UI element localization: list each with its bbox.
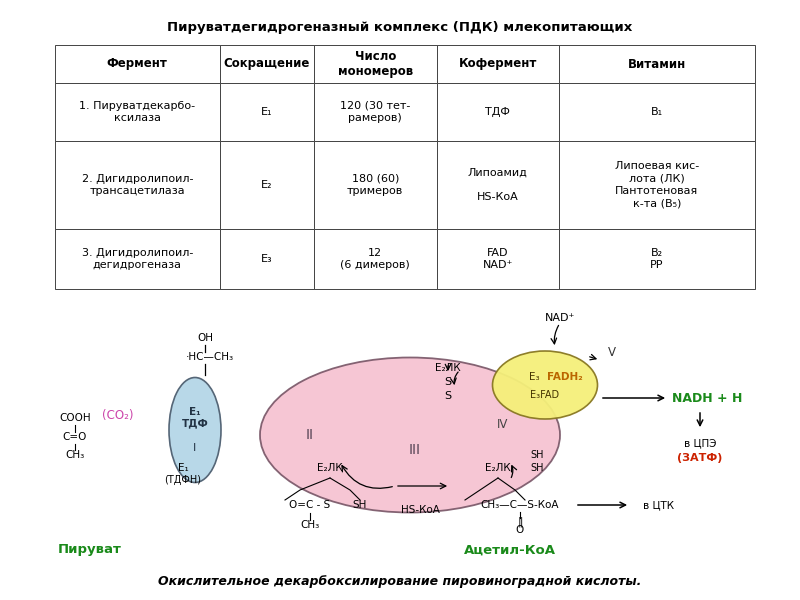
Text: CH₃: CH₃ — [66, 450, 85, 460]
Text: Пируват: Пируват — [58, 544, 122, 557]
Text: в ЦТК: в ЦТК — [643, 500, 674, 510]
Bar — [55, 83, 219, 141]
Text: O=C - S: O=C - S — [290, 500, 330, 510]
Text: I: I — [194, 443, 197, 453]
Text: S: S — [445, 391, 451, 401]
Text: V: V — [608, 346, 616, 358]
Text: Витамин: Витамин — [628, 58, 686, 70]
Text: O: O — [516, 525, 524, 535]
Text: E₃: E₃ — [261, 254, 273, 264]
Text: Ацетил-КоА: Ацетил-КоА — [464, 544, 556, 557]
Bar — [314, 141, 437, 229]
Text: SH: SH — [353, 500, 367, 510]
Text: OH: OH — [197, 333, 213, 343]
Text: NADH + H: NADH + H — [672, 391, 742, 404]
Text: C=O: C=O — [63, 432, 87, 442]
Bar — [559, 83, 755, 141]
Text: Сокращение: Сокращение — [223, 58, 310, 70]
Text: IV: IV — [498, 419, 509, 431]
Text: (ЗАТФ): (ЗАТФ) — [678, 453, 722, 463]
Bar — [559, 229, 755, 289]
Text: (CO₂): (CO₂) — [102, 409, 134, 421]
Bar — [559, 45, 755, 83]
Text: FADH₂: FADH₂ — [547, 372, 582, 382]
Text: E₂ЛК: E₂ЛК — [435, 363, 461, 373]
Bar — [219, 229, 314, 289]
Text: E₃: E₃ — [530, 372, 540, 382]
Text: FAD
NAD⁺: FAD NAD⁺ — [482, 248, 513, 270]
Ellipse shape — [493, 351, 598, 419]
Bar — [55, 141, 219, 229]
Text: S: S — [445, 377, 451, 387]
Bar — [219, 83, 314, 141]
Text: Кофермент: Кофермент — [458, 58, 537, 70]
Text: CH₃: CH₃ — [300, 520, 320, 530]
Text: E₁
ТДФ: E₁ ТДФ — [182, 407, 208, 429]
Text: HS-КоА: HS-КоА — [401, 505, 439, 515]
Text: ТДФ: ТДФ — [486, 107, 510, 117]
Bar — [437, 141, 559, 229]
Bar — [314, 229, 437, 289]
Text: Фермент: Фермент — [107, 58, 168, 70]
Text: B₁: B₁ — [651, 107, 663, 117]
Text: 1. Пируватдекарбо-
ксилаза: 1. Пируватдекарбо- ксилаза — [79, 101, 195, 123]
Text: Пируватдегидрогеназный комплекс (ПДК) млекопитающих: Пируватдегидрогеназный комплекс (ПДК) мл… — [167, 22, 633, 34]
Bar — [314, 83, 437, 141]
Text: III: III — [409, 443, 421, 457]
Text: 3. Дигидролипоил-
дегидрогеназа: 3. Дигидролипоил- дегидрогеназа — [82, 248, 193, 270]
Text: ‖: ‖ — [518, 517, 522, 527]
Text: E₁: E₁ — [178, 463, 188, 473]
Text: E₁: E₁ — [261, 107, 273, 117]
Text: II: II — [306, 428, 314, 442]
Text: Липоамид

HS-КоА: Липоамид HS-КоА — [468, 167, 528, 202]
Text: Липоевая кис-
лота (ЛК)
Пантотеновая
к-та (B₅): Липоевая кис- лота (ЛК) Пантотеновая к-т… — [615, 161, 699, 209]
Text: B₂
PP: B₂ PP — [650, 248, 664, 270]
Text: (ТДФН): (ТДФН) — [165, 475, 202, 485]
Bar — [437, 83, 559, 141]
Text: E₃FAD: E₃FAD — [530, 390, 559, 400]
Text: 180 (60)
тримеров: 180 (60) тримеров — [347, 174, 403, 196]
Bar — [219, 45, 314, 83]
Text: E₂ЛК: E₂ЛК — [485, 463, 511, 473]
Text: 2. Дигидролипоил-
трансацетилаза: 2. Дигидролипоил- трансацетилаза — [82, 174, 193, 196]
Bar — [219, 141, 314, 229]
Ellipse shape — [169, 377, 221, 482]
Text: NAD⁺: NAD⁺ — [545, 313, 575, 323]
Bar — [314, 45, 437, 83]
Text: в ЦПЭ: в ЦПЭ — [684, 438, 716, 448]
Text: COOH: COOH — [59, 413, 91, 423]
Text: ·HC—CH₃: ·HC—CH₃ — [186, 352, 234, 362]
Text: E₂: E₂ — [261, 180, 273, 190]
Bar — [55, 45, 219, 83]
Bar — [55, 229, 219, 289]
Ellipse shape — [260, 358, 560, 512]
Text: SH: SH — [530, 463, 543, 473]
Bar — [437, 45, 559, 83]
Text: 120 (30 тет-
рамеров): 120 (30 тет- рамеров) — [340, 101, 410, 123]
Text: Число
мономеров: Число мономеров — [338, 49, 413, 79]
Text: Окислительное декарбоксилирование пировиноградной кислоты.: Окислительное декарбоксилирование пирови… — [158, 575, 642, 589]
Text: 12
(6 димеров): 12 (6 димеров) — [340, 248, 410, 270]
Text: CH₃—C—S-КоА: CH₃—C—S-КоА — [481, 500, 559, 510]
Bar — [437, 229, 559, 289]
Bar — [559, 141, 755, 229]
Text: E₂ЛК: E₂ЛК — [317, 463, 343, 473]
Text: SH: SH — [530, 450, 543, 460]
